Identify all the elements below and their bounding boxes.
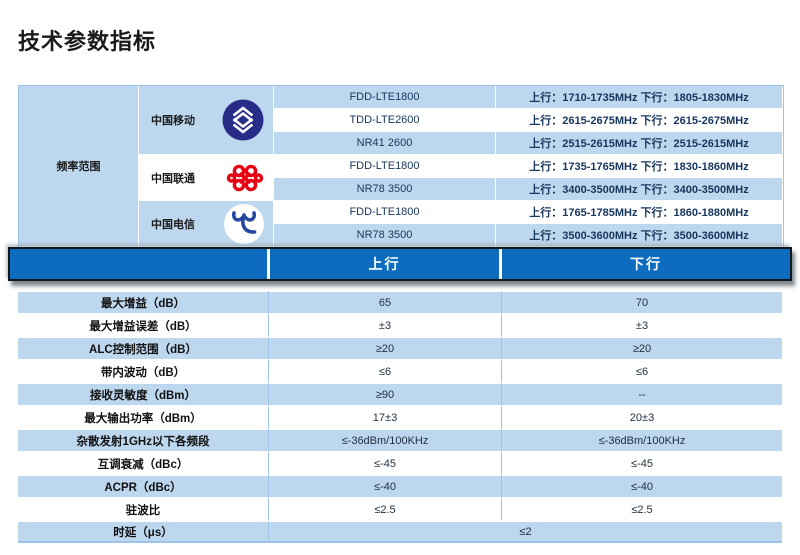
spec-row-label: 时延（μs） [18,520,268,543]
spec-row-label: 最大增益（dB） [18,290,268,313]
column-header-bar: 上行 下行 [8,247,792,281]
page-title: 技术参数指标 [18,29,157,54]
carrier-name: 中国电信 [151,218,195,231]
spec-uplink-value: ≤6 [268,359,502,382]
band-cell: NR78 3500 [274,224,496,247]
band-cell: NR78 3500 [274,178,496,201]
header-uplink: 上行 [270,249,502,279]
spec-uplink-value: 65 [268,290,502,313]
spec-row-label: 接收灵敏度（dBm） [18,382,268,405]
carrier-name: 中国联通 [151,172,195,185]
frequency-table: 频率范围 中国移动 FDD-LTE1800 上行：1710-1735MHz 下行… [18,85,784,248]
spec-downlink-value: ≤-36dBm/100KHz [502,428,782,451]
spec-uplink-value: ≥20 [268,336,502,359]
spec-downlink-value: ≤-40 [502,474,782,497]
range-cell: 上行：1710-1735MHz 下行：1805-1830MHz [496,86,783,109]
spec-uplink-value: ≤-45 [268,451,502,474]
spec-uplink-value: ≤-36dBm/100KHz [268,428,502,451]
spec-row-label: ALC控制范围（dB） [18,336,268,359]
spec-row-label: 最大增益误差（dB） [18,313,268,336]
spec-table: 最大增益（dB） 65 70 最大增益误差（dB） ±3 ±3 ALC控制范围（… [18,290,782,543]
spec-downlink-value: ≤2.5 [502,497,782,520]
band-cell: FDD-LTE1800 [274,155,496,178]
header-downlink: 下行 [630,256,662,272]
spec-downlink-value: ±3 [502,313,782,336]
carrier-cell-china-telecom: 中国电信 [139,201,274,247]
spec-row-label: 最大输出功率（dBm） [18,405,268,428]
spec-merged-value: ≤2 [268,520,782,543]
china-unicom-logo-icon [225,160,265,196]
spec-downlink-value: 20±3 [502,405,782,428]
spec-uplink-value: ≤-40 [268,474,502,497]
spec-downlink-value: ≤6 [502,359,782,382]
spec-uplink-value: ±3 [268,313,502,336]
carrier-name: 中国移动 [151,115,195,127]
range-cell: 上行：3500-3600MHz 下行：3500-3600MHz [496,224,783,247]
spec-row-label: 杂散发射1GHz以下各频段 [18,428,268,451]
spec-uplink-value: 17±3 [268,405,502,428]
band-cell: NR41 2600 [274,132,496,155]
range-cell: 上行：2515-2615MHz 下行：2515-2615MHz [496,132,783,155]
spec-downlink-value: 70 [502,290,782,313]
band-cell: TDD-LTE2600 [274,109,496,132]
spec-downlink-value: ≥20 [502,336,782,359]
china-mobile-logo-icon [221,98,265,142]
range-cell: 上行：1735-1765MHz 下行：1830-1860MHz [496,155,783,178]
range-cell: 上行：1765-1785MHz 下行：1860-1880MHz [496,201,783,224]
carrier-cell-china-mobile: 中国移动 [139,86,274,155]
spec-row-label: 驻波比 [18,497,268,520]
band-cell: FDD-LTE1800 [274,201,496,224]
header-empty-cell [10,249,270,279]
spec-downlink-value: -- [502,382,782,405]
range-cell: 上行：2615-2675MHz 下行：2615-2675MHz [496,109,783,132]
spec-row-label: 互调衰减（dBc） [18,451,268,474]
spec-uplink-value: ≤2.5 [268,497,502,520]
band-cell: FDD-LTE1800 [274,86,496,109]
spec-row-label: ACPR（dBc） [18,474,268,497]
frequency-range-label: 频率范围 [19,86,139,247]
spec-uplink-value: ≥90 [268,382,502,405]
spec-downlink-value: ≤-45 [502,451,782,474]
china-telecom-logo-icon [223,203,265,245]
spec-row-label: 带内波动（dB） [18,359,268,382]
range-cell: 上行：3400-3500MHz 下行：3400-3500MHz [496,178,783,201]
carrier-cell-china-unicom: 中国联通 [139,155,274,201]
